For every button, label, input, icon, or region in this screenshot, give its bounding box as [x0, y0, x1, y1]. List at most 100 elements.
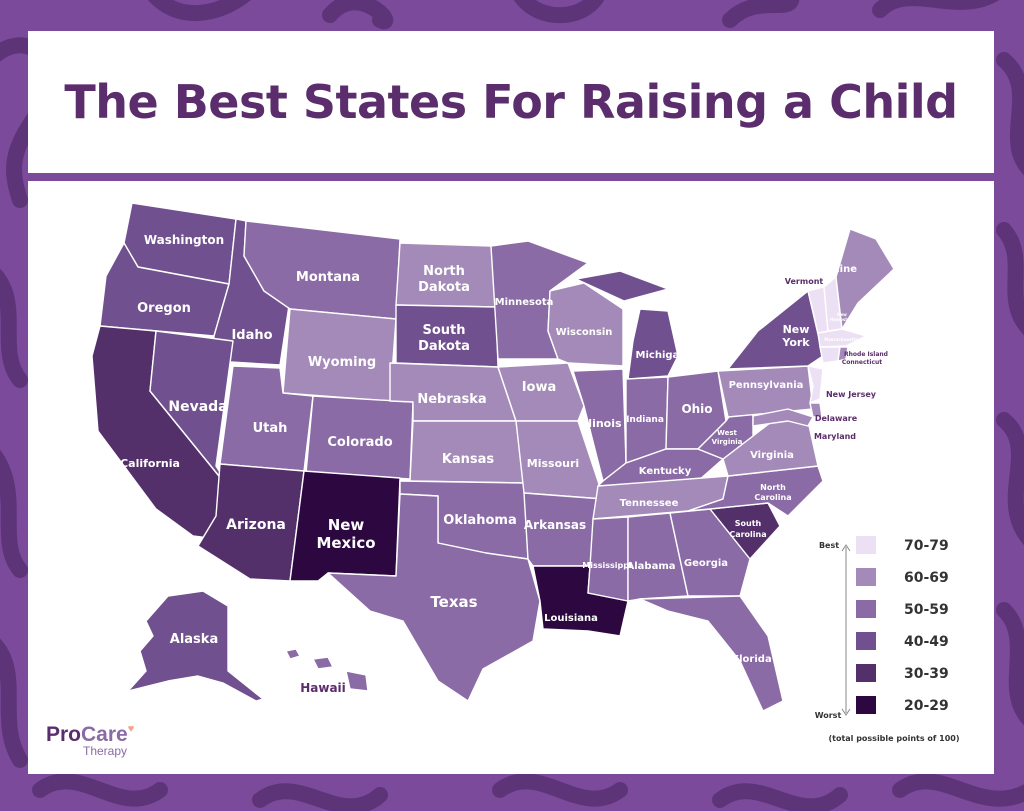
label-kansas: Kansas: [442, 452, 495, 467]
label-iowa: Iowa: [522, 380, 557, 395]
page-title: The Best States For Raising a Child: [64, 75, 958, 129]
label-tennessee: Tennessee: [620, 498, 679, 509]
label-wyoming: Wyoming: [308, 355, 376, 370]
label-montana: Montana: [296, 270, 360, 285]
legend-items: 70-79 60-69 50-59 40-49 30-39 20-29: [856, 536, 949, 714]
state-mississippi: [587, 516, 629, 602]
label-alaska: Alaska: [170, 632, 218, 647]
label-illinois: Illinois: [580, 417, 622, 430]
label-texas: Texas: [430, 593, 477, 611]
label-vermont: Vermont: [785, 277, 824, 286]
label-maine: Maine: [823, 264, 857, 275]
label-new-york-1: New: [783, 323, 810, 336]
label-idaho: Idaho: [231, 328, 272, 343]
label-new-hampshire-2: Hampshire: [830, 317, 855, 322]
state-rhode-island: [837, 346, 849, 362]
state-wisconsin: [547, 282, 624, 367]
label-kentucky: Kentucky: [639, 466, 692, 477]
state-connecticut: [819, 346, 841, 364]
label-louisiana: Louisiana: [544, 613, 598, 624]
logo-sub: Therapy: [83, 744, 128, 758]
label-new-jersey: New Jersey: [826, 390, 877, 399]
label-maryland: Maryland: [814, 432, 856, 441]
legend-worst-label: Worst: [815, 711, 842, 720]
legend-best-label: Best: [819, 541, 839, 550]
procare-logo: ProCare♥ Therapy: [46, 723, 134, 758]
label-nebraska: Nebraska: [417, 392, 486, 407]
label-missouri: Missouri: [527, 457, 579, 470]
label-virginia: Virginia: [750, 450, 794, 461]
label-south-carolina-2: Carolina: [729, 530, 766, 539]
label-west-virginia-1: West: [717, 429, 737, 437]
label-pennsylvania: Pennsylvania: [729, 380, 804, 391]
state-north-carolina: [687, 465, 824, 517]
legend-swatch: [856, 632, 876, 650]
title-card: The Best States For Raising a Child: [28, 31, 994, 173]
label-north-dakota-2: Dakota: [418, 280, 470, 295]
label-massachusetts: Massachusetts: [824, 337, 858, 342]
label-hawaii: Hawaii: [300, 681, 346, 695]
label-minnesota: Minnesota: [495, 297, 554, 308]
legend-swatch: [856, 696, 876, 714]
legend-label: 20-29: [904, 698, 949, 714]
legend-label: 40-49: [904, 634, 949, 650]
map-card: Washington Oregon California Idaho Nevad…: [28, 181, 994, 774]
legend-swatch: [856, 568, 876, 586]
legend-note: (total possible points of 100): [828, 734, 959, 743]
label-washington: Washington: [144, 233, 224, 247]
state-pennsylvania: [717, 365, 814, 418]
label-south-dakota-1: South: [422, 323, 465, 338]
logo-brand: ProCare♥: [46, 723, 134, 747]
us-map: Washington Oregon California Idaho Nevad…: [91, 202, 960, 743]
legend-label: 30-39: [904, 666, 949, 682]
label-indiana: Indiana: [626, 415, 664, 425]
label-new-mexico-2: Mexico: [316, 534, 375, 552]
legend-arrow-down-icon: [841, 708, 851, 716]
heart-icon: ♥: [127, 723, 135, 735]
state-new-jersey: [807, 365, 824, 404]
label-arkansas: Arkansas: [524, 518, 586, 532]
label-oregon: Oregon: [137, 301, 191, 316]
label-florida: Florida: [732, 654, 771, 665]
label-arizona: Arizona: [226, 517, 286, 533]
legend-label: 70-79: [904, 538, 949, 554]
label-new-york-2: York: [781, 336, 810, 349]
legend-swatch: [856, 600, 876, 618]
label-new-hampshire-1: New: [837, 312, 847, 317]
state-alaska: [127, 590, 264, 702]
state-alabama: [627, 512, 689, 602]
label-west-virginia-2: Virginia: [712, 438, 743, 446]
label-connecticut: Connecticut: [842, 359, 882, 366]
label-georgia: Georgia: [684, 558, 728, 569]
label-north-dakota-1: North: [423, 264, 465, 279]
label-utah: Utah: [253, 421, 288, 436]
label-mississippi: Mississippi: [582, 561, 632, 570]
state-delaware: [809, 402, 823, 418]
state-florida: [639, 595, 784, 712]
legend: Best Worst 70-79 60-69 50-59 40-49 30-39 20-2…: [815, 536, 960, 743]
state-maryland: [752, 408, 814, 427]
label-rhode-island: Rhode Island: [844, 351, 888, 358]
legend-label: 60-69: [904, 570, 949, 586]
legend-swatch: [856, 536, 876, 554]
label-wisconsin: Wisconsin: [556, 327, 613, 338]
legend-swatch: [856, 664, 876, 682]
logo-brand-pro: Pro: [46, 723, 82, 746]
legend-arrow-up-icon: [841, 544, 851, 552]
label-south-carolina-1: South: [735, 519, 762, 528]
label-colorado: Colorado: [327, 435, 392, 450]
label-michigan: Michigan: [636, 350, 687, 361]
logo-brand-care: Care: [81, 723, 128, 746]
label-nevada: Nevada: [168, 399, 227, 415]
label-oklahoma: Oklahoma: [443, 513, 516, 528]
state-texas: [327, 493, 541, 702]
state-michigan: [627, 308, 679, 380]
label-alabama: Alabama: [627, 561, 676, 572]
state-massachusetts: [817, 328, 867, 348]
state-michigan-upper: [575, 270, 669, 302]
label-delaware: Delaware: [815, 414, 858, 423]
label-ohio: Ohio: [681, 402, 712, 416]
legend-label: 50-59: [904, 602, 949, 618]
label-california: California: [120, 457, 180, 470]
